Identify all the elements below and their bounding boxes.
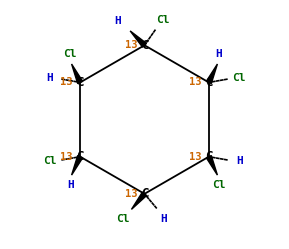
Text: C: C: [141, 187, 148, 200]
Text: H: H: [215, 49, 222, 59]
Text: Cl: Cl: [156, 15, 170, 25]
Text: H: H: [114, 16, 121, 26]
Text: H: H: [47, 73, 53, 83]
Text: 13: 13: [189, 77, 201, 87]
Polygon shape: [72, 156, 83, 175]
Text: Cl: Cl: [64, 49, 77, 59]
Polygon shape: [206, 156, 217, 175]
Text: 13: 13: [125, 189, 138, 199]
Text: 13: 13: [189, 152, 201, 162]
Text: C: C: [76, 150, 84, 163]
Text: H: H: [160, 214, 167, 224]
Polygon shape: [72, 64, 83, 84]
Text: 13: 13: [60, 152, 73, 162]
Text: C: C: [141, 39, 148, 52]
Text: H: H: [236, 156, 242, 166]
Polygon shape: [131, 192, 147, 209]
Text: Cl: Cl: [212, 181, 225, 190]
Text: Cl: Cl: [43, 156, 57, 166]
Text: 13: 13: [125, 40, 138, 50]
Text: Cl: Cl: [116, 214, 129, 224]
Text: C: C: [76, 76, 84, 89]
Text: 13: 13: [60, 77, 73, 87]
Text: Cl: Cl: [232, 73, 246, 83]
Text: C: C: [205, 76, 213, 89]
Text: C: C: [205, 150, 213, 163]
Text: H: H: [67, 181, 74, 190]
Polygon shape: [130, 31, 147, 47]
Polygon shape: [206, 64, 217, 84]
